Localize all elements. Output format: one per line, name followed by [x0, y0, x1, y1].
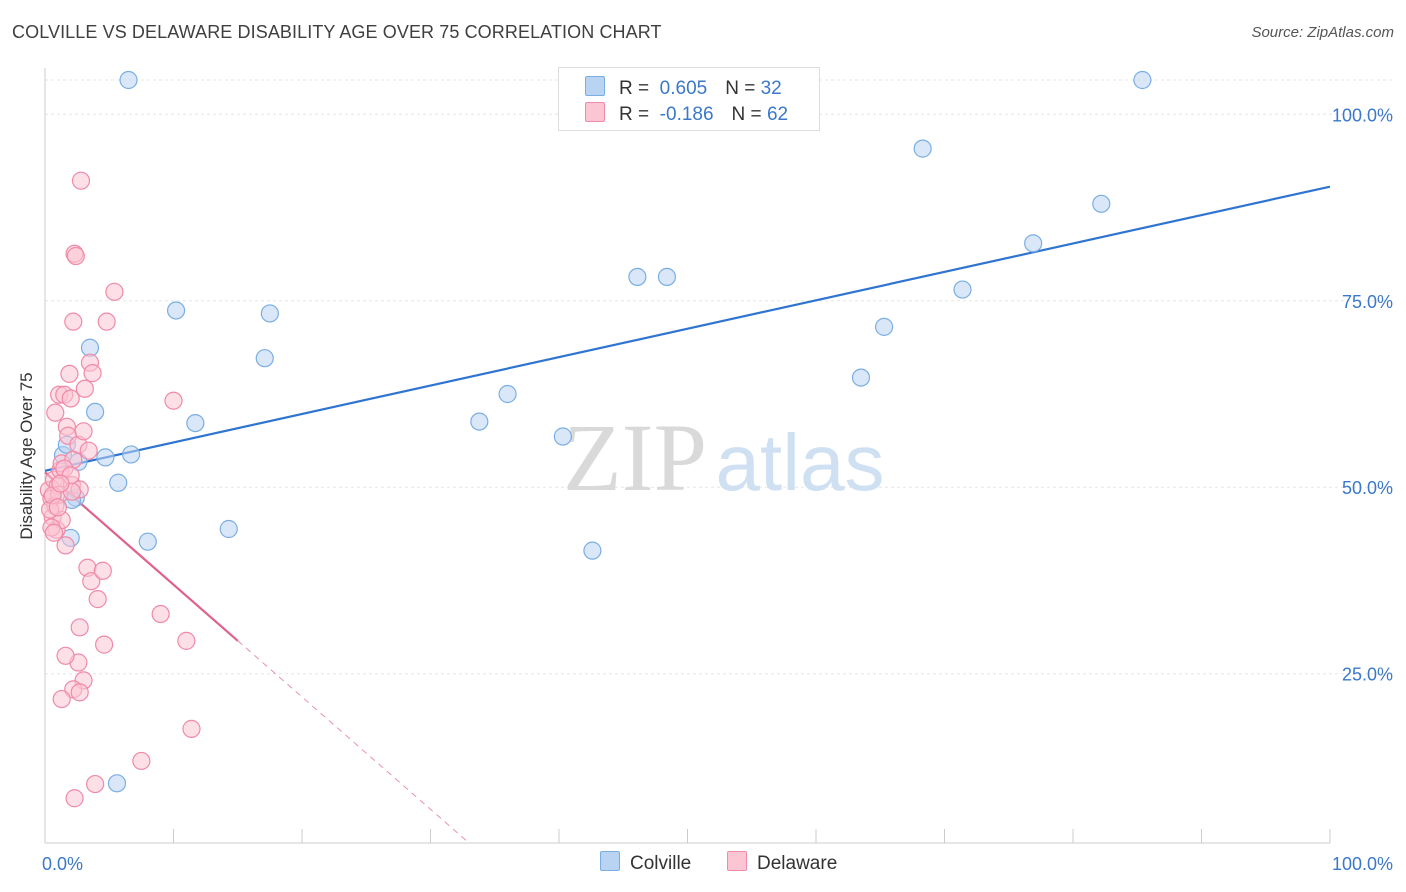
point-delaware [83, 364, 102, 383]
chart-title: COLVILLE VS DELAWARE DISABILITY AGE OVER… [12, 22, 662, 42]
y-tick-label: 100.0% [1332, 105, 1393, 125]
point-delaware [177, 631, 196, 650]
point-delaware [70, 618, 89, 637]
point-colville [913, 139, 932, 158]
point-delaware [132, 751, 151, 771]
delaware-swatch [585, 102, 605, 122]
trend-line-colville [44, 185, 1331, 472]
source-label: Source: ZipAtlas.com [1251, 24, 1394, 41]
bottom-colville-swatch [600, 851, 620, 871]
point-colville [260, 304, 279, 323]
point-delaware [56, 536, 75, 555]
point-delaware [44, 523, 64, 542]
point-colville [86, 402, 105, 422]
point-colville [219, 519, 238, 539]
watermark: ZIP atlas [563, 404, 884, 511]
point-colville [138, 532, 157, 551]
point-colville [107, 774, 127, 793]
colville-n-value: 32 [760, 78, 782, 99]
point-colville [553, 427, 572, 446]
delaware-n-value: 62 [766, 104, 789, 125]
x-tick-label-min: 0.0% [42, 854, 83, 874]
point-delaware [74, 422, 93, 441]
y-tick-label: 25.0% [1342, 665, 1393, 685]
point-colville [1133, 70, 1152, 90]
point-colville [186, 413, 205, 433]
watermark-zip: ZIP [563, 404, 707, 511]
y-tick-label: 75.0% [1342, 292, 1393, 312]
point-delaware [95, 635, 114, 654]
point-delaware [97, 312, 116, 331]
point-delaware [75, 379, 94, 398]
point-colville [498, 384, 517, 404]
point-colville [583, 541, 602, 560]
bottom-legend-colville: Colville [600, 851, 691, 875]
point-delaware [151, 604, 170, 624]
point-delaware [56, 646, 75, 665]
trend-lines [44, 185, 1331, 844]
trend-extension-delaware [237, 640, 470, 844]
point-colville [121, 445, 141, 464]
point-delaware [71, 171, 91, 190]
point-delaware [52, 689, 71, 709]
y-axis-label: Disability Age Over 75 [17, 372, 36, 540]
point-delaware [86, 774, 105, 794]
point-delaware [182, 719, 201, 738]
delaware-n-label: N = [731, 104, 762, 125]
bottom-legend-delaware: Delaware [727, 851, 837, 875]
point-colville [851, 368, 871, 387]
point-colville [1024, 234, 1043, 253]
point-colville [953, 280, 972, 299]
bottom-colville-label: Colville [630, 853, 692, 874]
point-delaware [61, 389, 80, 408]
point-colville [470, 412, 489, 431]
colville-n-label: N = [725, 78, 756, 99]
point-colville [96, 448, 115, 467]
colville-r-value: 0.605 [659, 78, 708, 99]
point-delaware [79, 441, 98, 460]
colville-swatch [585, 76, 605, 96]
point-delaware [66, 246, 85, 266]
tick-labels: 25.0% 50.0% 75.0% 100.0% 0.0% 100.0% [42, 105, 1393, 874]
delaware-r-value: -0.186 [659, 104, 714, 125]
point-delaware [164, 391, 183, 410]
watermark-atlas: atlas [716, 418, 885, 507]
point-delaware [88, 590, 107, 609]
point-delaware [60, 364, 79, 383]
point-colville [119, 70, 138, 90]
grid-lines [45, 79, 1392, 675]
point-delaware [64, 312, 83, 331]
bottom-delaware-label: Delaware [757, 853, 838, 874]
point-delaware [65, 789, 84, 808]
point-colville [109, 473, 128, 492]
point-colville [255, 349, 274, 368]
colville-r-label: R = [619, 78, 650, 99]
point-delaware [93, 561, 112, 580]
point-colville [1092, 194, 1111, 213]
stats-legend: R = 0.605 N = 32 R = -0.186 N = 62 [558, 67, 820, 131]
y-tick-label: 50.0% [1342, 478, 1393, 498]
point-colville [628, 267, 647, 287]
point-colville [875, 317, 894, 336]
point-delaware [70, 683, 89, 702]
point-delaware [46, 403, 65, 422]
point-delaware [82, 572, 101, 591]
axes [44, 68, 1331, 844]
legend-row-colville: R = 0.605 N = 32 [585, 76, 782, 100]
delaware-r-label: R = [619, 104, 650, 125]
point-delaware [48, 498, 67, 517]
point-colville [657, 267, 677, 287]
bottom-delaware-swatch [727, 851, 747, 871]
point-colville [166, 301, 186, 320]
data-points [39, 70, 1152, 808]
x-tick-label-max: 100.0% [1332, 854, 1393, 874]
point-delaware [105, 282, 124, 301]
legend-row-delaware: R = -0.186 N = 62 [585, 102, 788, 126]
point-delaware [51, 474, 70, 493]
